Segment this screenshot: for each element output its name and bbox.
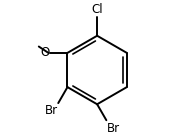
Text: Br: Br <box>44 104 58 117</box>
Text: Cl: Cl <box>91 3 103 16</box>
Text: Br: Br <box>107 122 120 135</box>
Text: O: O <box>40 46 50 59</box>
